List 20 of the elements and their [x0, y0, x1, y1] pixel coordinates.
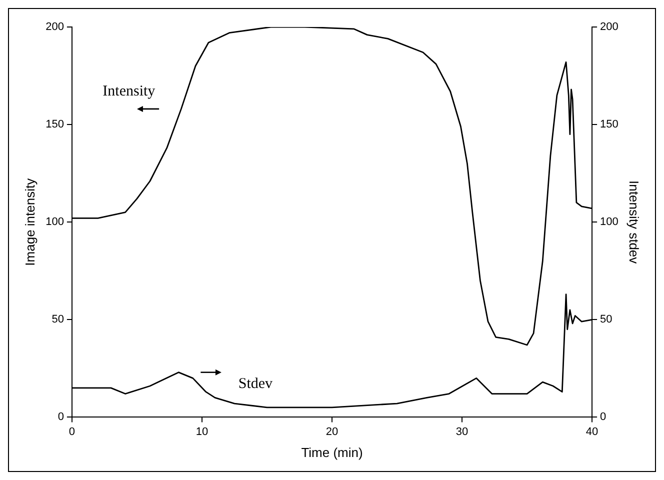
- x-tick-label: 30: [456, 426, 468, 438]
- x-axis-title: Time (min): [301, 444, 363, 460]
- y2-tick-label: 100: [600, 216, 618, 228]
- y2-tick-label: 150: [600, 118, 618, 131]
- y-tick-label: 100: [46, 216, 64, 228]
- y2-axis-title: Intensity stdev: [626, 180, 642, 264]
- series-label: Intensity: [102, 83, 156, 100]
- y-tick-label: 200: [46, 21, 64, 34]
- y-tick-label: 50: [52, 314, 64, 326]
- y-tick-label: 0: [58, 411, 64, 424]
- x-tick-label: 0: [68, 426, 76, 438]
- y2-tick-label: 200: [600, 21, 618, 34]
- x-tick-label: 40: [586, 426, 598, 438]
- series-label: Stdev: [238, 376, 274, 392]
- x-tick-label: 10: [196, 426, 208, 438]
- y2-tick-label: 0: [600, 411, 606, 424]
- y2-tick-label: 50: [600, 314, 612, 326]
- y-tick-label: 150: [46, 118, 64, 131]
- y-axis-title: Image intensity: [22, 178, 38, 266]
- x-tick-label: 20: [326, 426, 338, 438]
